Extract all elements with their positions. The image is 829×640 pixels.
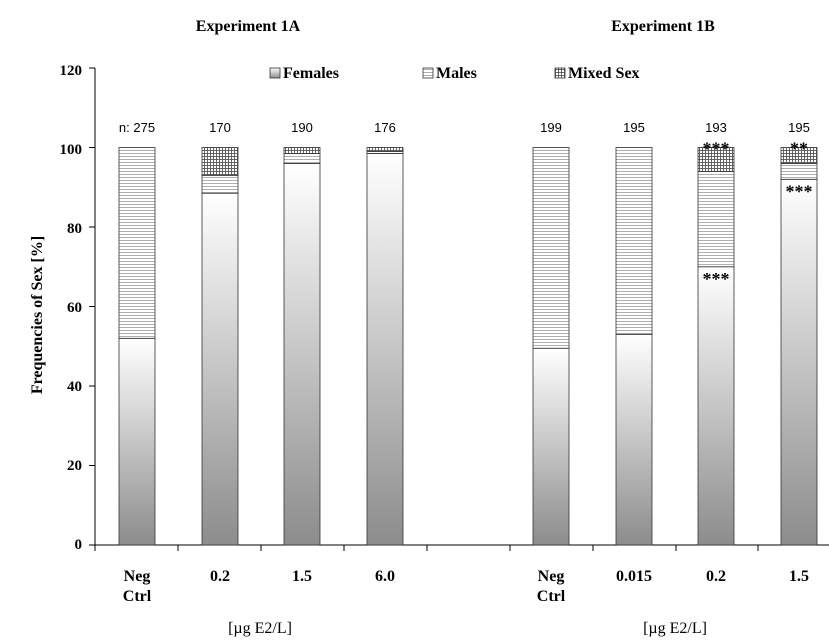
n-label: 195 [623, 120, 645, 135]
panel-title-1a: Experiment 1A [196, 18, 301, 35]
n-label: 193 [705, 120, 727, 135]
significance-annotation: *** [703, 139, 730, 159]
bar-segment-males [780, 162, 818, 180]
y-tick-label: 60 [67, 300, 82, 316]
bar-segment-mixed-sex [283, 147, 321, 154]
n-label: 170 [209, 120, 231, 135]
bar-segment-females [780, 178, 818, 546]
y-axis-label: Frequencies of Sex [%] [29, 236, 46, 394]
x-category-label: 1.5 [292, 568, 312, 585]
x-category-label: 0.2 [706, 568, 726, 585]
x-category-labels: Neg Ctrl 0.2 1.5 6.0 Neg Ctrl 0.015 0.2 … [123, 568, 809, 605]
bar-segment-mixed-sex [697, 147, 735, 172]
legend-swatch-mixed-sex [554, 67, 566, 79]
legend-label-males: Males [436, 65, 477, 82]
y-tick-labels: 0 20 40 60 80 100 120 [60, 63, 83, 553]
bar-segment-females [615, 333, 653, 546]
x-category-label: 0.015 [616, 568, 652, 585]
panel-title-1b: Experiment 1B [611, 18, 715, 35]
x-category-label: 6.0 [375, 568, 395, 585]
significance-annotation: *** [786, 181, 813, 201]
legend-swatch-females [269, 67, 281, 79]
significance-annotation: *** [703, 269, 730, 289]
legend: Females Males Mixed Sex [269, 65, 640, 82]
y-tick-label: 40 [67, 379, 82, 395]
bar-segment-mixed-sex [780, 147, 818, 164]
x-category-label: 1.5 [789, 568, 809, 585]
significance-annotation: ** [790, 139, 808, 159]
x-unit-label-1b: [µg E2/L] [643, 620, 707, 637]
bar-segment-females [118, 337, 156, 546]
legend-label-mixed-sex: Mixed Sex [568, 65, 640, 82]
bar-segment-females [366, 153, 404, 546]
axis-ticks [89, 67, 759, 551]
bar-segment-mixed-sex [201, 147, 239, 176]
n-label: 199 [540, 120, 562, 135]
y-tick-label: 100 [60, 142, 83, 158]
bar-segment-females [201, 192, 239, 546]
x-category-label: Neg [538, 568, 565, 585]
x-category-label: 0.2 [210, 568, 230, 585]
bar-segment-females [532, 347, 570, 546]
bar-segment-females [697, 266, 735, 546]
bars [118, 147, 818, 546]
y-tick-label: 120 [60, 63, 83, 79]
n-labels: n: 275 170 190 176 199 195 193 195 [119, 120, 810, 135]
y-tick-label: 80 [67, 221, 82, 237]
bar-segment-males [532, 147, 570, 349]
legend-label-females: Females [283, 65, 339, 82]
x-category-label: Neg [124, 568, 151, 585]
y-tick-label: 0 [75, 537, 83, 553]
y-tick-label: 20 [67, 458, 82, 474]
x-category-label-line2: Ctrl [537, 588, 566, 605]
bar-segment-females [283, 162, 321, 546]
x-unit-label-1a: [µg E2/L] [228, 620, 292, 637]
significance-annotations: *** *** ** *** [703, 139, 813, 289]
n-label: n: 275 [119, 120, 155, 135]
n-label: 176 [374, 120, 396, 135]
bar-segment-males [118, 147, 156, 339]
bar-segment-males [615, 147, 653, 335]
bar-segment-males [283, 153, 321, 164]
n-label: 195 [788, 120, 810, 135]
legend-swatch-males [422, 67, 434, 79]
bar-segment-males [201, 174, 239, 194]
x-category-label-line2: Ctrl [123, 588, 152, 605]
bar-segment-males [697, 170, 735, 268]
n-label: 190 [291, 120, 313, 135]
bar-segment-mixed-sex [366, 147, 404, 152]
